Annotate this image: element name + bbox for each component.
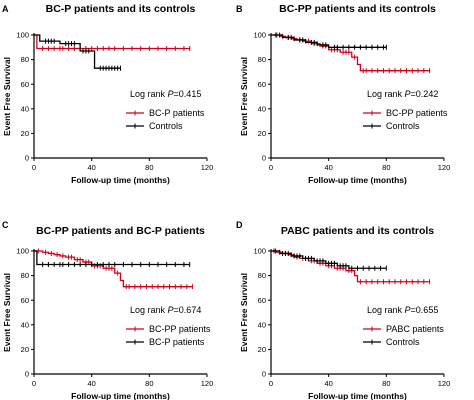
- y-axis-label: Event Free Survival: [239, 273, 249, 352]
- panel-b: B BC-PP patients and its controls 0 20 40 60 8…: [236, 3, 450, 185]
- legend-label: BC-PP patients: [386, 108, 448, 118]
- log-rank-p: P: [405, 89, 411, 99]
- legend-label: BC-PP patients: [149, 324, 211, 334]
- y-tick-label: 20: [258, 129, 266, 138]
- log-rank-value: =0.674: [174, 305, 202, 315]
- y-tick-label: 40: [21, 320, 29, 329]
- x-tick-label: 40: [324, 163, 332, 172]
- legend-label: BC-P patients: [149, 337, 205, 347]
- y-tick-label: 0: [262, 154, 266, 163]
- legend-label: Controls: [386, 121, 420, 131]
- km-step-line: [34, 250, 193, 288]
- chart-title: PABC patients and its controls: [281, 225, 434, 237]
- y-tick-label: 100: [16, 31, 29, 40]
- y-tick-label: 0: [25, 154, 29, 163]
- chart-title: BC-P patients and its controls: [46, 3, 196, 15]
- y-tick-label: 40: [21, 104, 29, 113]
- x-tick-label: 0: [269, 163, 273, 172]
- x-tick-label: 120: [438, 163, 451, 172]
- x-tick-label: 40: [87, 379, 95, 388]
- y-tick-label: 80: [258, 271, 266, 280]
- x-axis-label: Follow-up time (months): [71, 175, 170, 185]
- y-axis-label: Event Free Survival: [2, 57, 12, 136]
- legend-label: BC-P patients: [149, 108, 205, 118]
- x-tick-label: 40: [87, 163, 95, 172]
- y-tick-label: 20: [21, 345, 29, 354]
- x-tick-label: 0: [32, 163, 36, 172]
- y-tick-label: 60: [21, 296, 29, 305]
- x-axis-label: Follow-up time (months): [308, 391, 407, 400]
- y-axis-label: Event Free Survival: [239, 57, 249, 136]
- panel-letter: B: [236, 4, 243, 14]
- x-axis-label: Follow-up time (months): [308, 175, 407, 185]
- panel-letter: D: [236, 220, 243, 230]
- series-bc-p-patients: [34, 250, 191, 268]
- log-rank-prefix: Log rank: [130, 305, 168, 315]
- series-bc-pp-patients: [271, 32, 431, 74]
- x-tick-label: 80: [382, 379, 390, 388]
- x-tick-label: 40: [324, 379, 332, 388]
- y-tick-label: 80: [21, 271, 29, 280]
- series-controls: [271, 248, 387, 271]
- x-tick-label: 80: [145, 379, 153, 388]
- y-tick-label: 100: [253, 247, 266, 256]
- panel-a: A BC-P patients and its controls 0 20 40 60 80…: [2, 3, 213, 185]
- legend-label: Controls: [149, 121, 183, 131]
- y-tick-label: 40: [258, 104, 266, 113]
- y-tick-label: 20: [21, 129, 29, 138]
- x-tick-label: 80: [145, 163, 153, 172]
- legend-label: PABC patients: [386, 324, 444, 334]
- x-axis-label: Follow-up time (months): [71, 391, 170, 400]
- log-rank-prefix: Log rank: [367, 305, 405, 315]
- log-rank-annotation: Log rank P=0.242: [367, 89, 438, 99]
- log-rank-p: P: [405, 305, 411, 315]
- log-rank-prefix: Log rank: [130, 89, 168, 99]
- log-rank-p: P: [168, 305, 174, 315]
- chart-title: BC-PP patients and its controls: [279, 3, 436, 15]
- x-tick-label: 120: [201, 163, 214, 172]
- series-bc-pp-patients: [34, 248, 194, 290]
- log-rank-value: =0.655: [411, 305, 439, 315]
- x-tick-label: 120: [438, 379, 451, 388]
- log-rank-annotation: Log rank P=0.674: [130, 305, 201, 315]
- y-tick-label: 100: [16, 247, 29, 256]
- panel-d: D PABC patients and its controls 0 20 40 60 80…: [236, 220, 450, 400]
- y-tick-label: 0: [262, 370, 266, 379]
- log-rank-annotation: Log rank P=0.415: [130, 89, 201, 99]
- chart-title: BC-PP patients and BC-P patients: [36, 225, 205, 237]
- y-tick-label: 80: [258, 55, 266, 64]
- y-tick-label: 20: [258, 345, 266, 354]
- series-controls: [34, 34, 121, 71]
- series-bc-p-patients: [34, 34, 191, 52]
- x-tick-label: 0: [32, 379, 36, 388]
- series-pabc-patients: [271, 248, 431, 285]
- y-axis-label: Event Free Survival: [2, 273, 12, 352]
- y-tick-label: 40: [258, 320, 266, 329]
- y-tick-label: 60: [21, 80, 29, 89]
- panel-c: C BC-PP patients and BC-P patients 0 20 40 60…: [2, 220, 213, 400]
- legend-label: Controls: [386, 337, 420, 347]
- km-step-line: [34, 34, 121, 69]
- x-tick-label: 80: [382, 163, 390, 172]
- km-step-line: [34, 250, 190, 266]
- log-rank-value: =0.415: [174, 89, 202, 99]
- km-step-line: [271, 34, 387, 48]
- log-rank-p: P: [168, 89, 174, 99]
- y-tick-label: 60: [258, 80, 266, 89]
- log-rank-annotation: Log rank P=0.655: [367, 305, 438, 315]
- panel-letter: C: [2, 220, 9, 230]
- x-tick-label: 120: [201, 379, 214, 388]
- series-controls: [271, 32, 387, 50]
- log-rank-value: =0.242: [411, 89, 439, 99]
- y-tick-label: 60: [258, 296, 266, 305]
- y-tick-label: 80: [21, 55, 29, 64]
- y-tick-label: 100: [253, 31, 266, 40]
- log-rank-prefix: Log rank: [367, 89, 405, 99]
- y-tick-label: 0: [25, 370, 29, 379]
- x-tick-label: 0: [269, 379, 273, 388]
- panel-letter: A: [2, 4, 9, 14]
